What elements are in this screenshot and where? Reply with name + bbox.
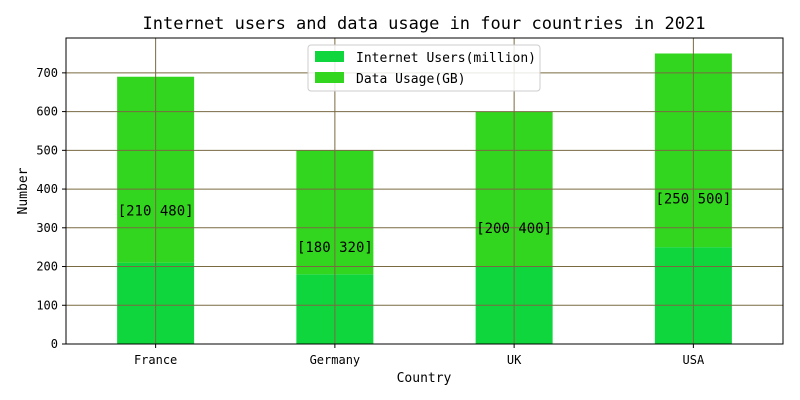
- y-axis: 0 100 200 300 400 500 600 700: [36, 66, 66, 351]
- y-tick-label-0: 0: [51, 337, 58, 351]
- x-tick-label-usa: USA: [683, 353, 705, 367]
- y-tick-label-700: 700: [36, 66, 58, 80]
- x-tick-label-france: France: [134, 353, 177, 367]
- legend-swatch-internet-users: [315, 51, 344, 62]
- data-label-france: [210 480]: [118, 203, 194, 219]
- y-tick-label-300: 300: [36, 221, 58, 235]
- legend-label-internet-users: Internet Users(million): [356, 51, 536, 66]
- legend-swatch-data-usage: [315, 72, 344, 83]
- legend-label-data-usage: Data Usage(GB): [356, 72, 466, 87]
- chart-title: Internet users and data usage in four co…: [143, 14, 706, 34]
- data-label-usa: [250 500]: [655, 192, 731, 208]
- bars-layer: [117, 53, 732, 344]
- y-tick-label-200: 200: [36, 260, 58, 274]
- data-labels-layer: [210 480] [180 320] [200 400] [250 500]: [118, 192, 732, 256]
- x-axis: France Germany UK USA: [134, 344, 705, 367]
- x-tick-label-uk: UK: [507, 353, 522, 367]
- x-tick-label-germany: Germany: [310, 353, 361, 367]
- y-tick-label-500: 500: [36, 143, 58, 157]
- plot-frame: [65, 37, 784, 345]
- data-label-uk: [200 400]: [476, 221, 552, 237]
- y-tick-label-600: 600: [36, 105, 58, 119]
- y-tick-label-400: 400: [36, 182, 58, 196]
- y-tick-label-100: 100: [36, 298, 58, 312]
- legend: Internet Users(million) Data Usage(GB): [307, 44, 541, 92]
- y-axis-label: Number: [16, 167, 31, 214]
- data-label-germany: [180 320]: [297, 240, 373, 256]
- x-axis-label: Country: [397, 371, 452, 386]
- legend-box: [307, 44, 541, 92]
